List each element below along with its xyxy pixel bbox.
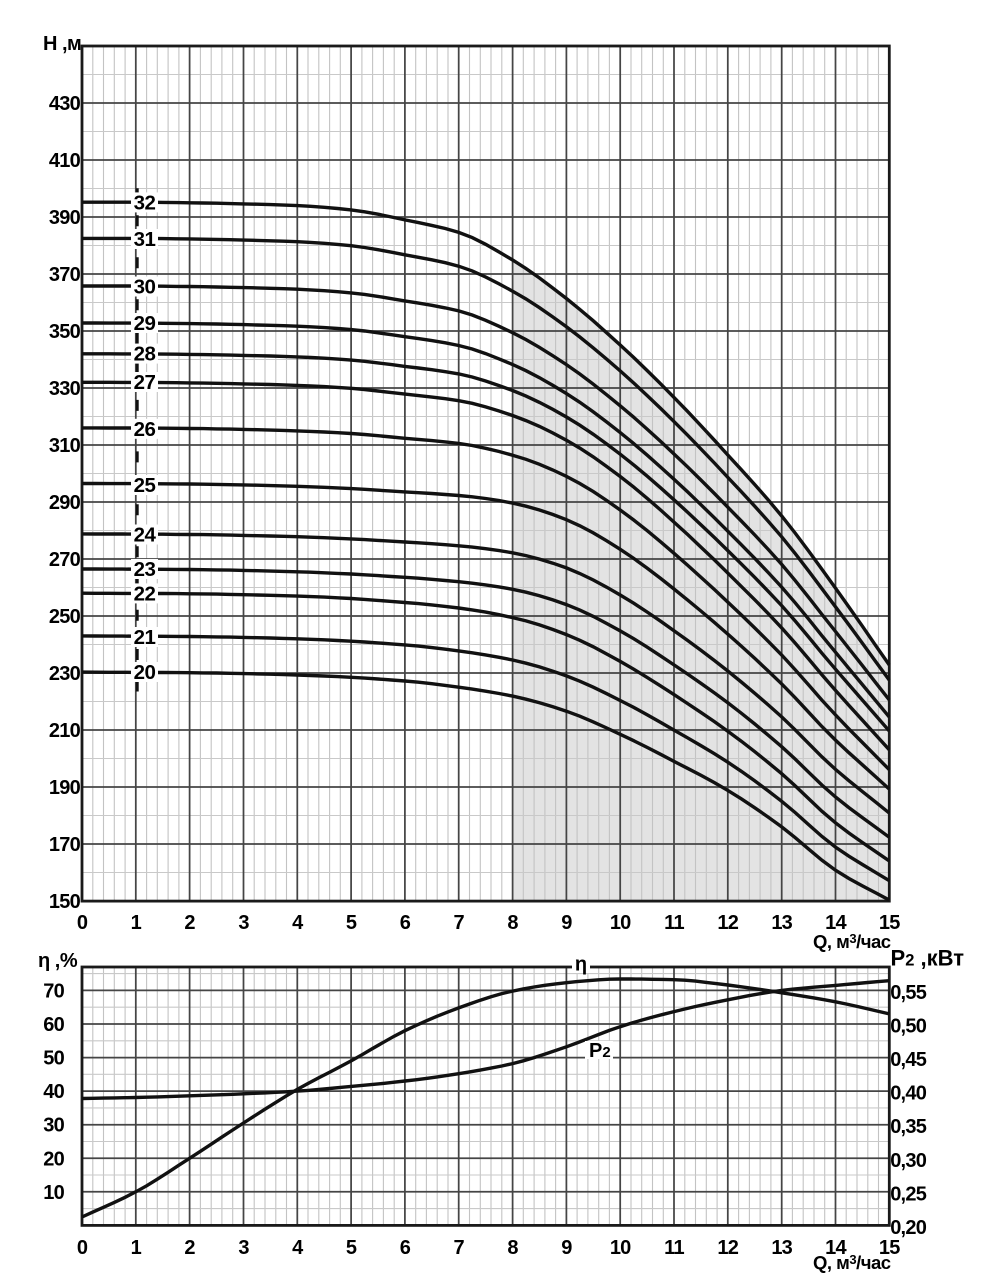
svg-text:25: 25	[134, 474, 156, 497]
svg-text:24: 24	[134, 524, 157, 547]
svg-text:50: 50	[43, 1048, 64, 1070]
svg-text:5: 5	[346, 912, 357, 934]
svg-text:11: 11	[664, 1237, 684, 1259]
svg-text:1: 1	[131, 1237, 142, 1259]
svg-text:8: 8	[507, 912, 518, 934]
svg-text:7: 7	[454, 1237, 465, 1259]
svg-text:0: 0	[77, 1237, 88, 1259]
svg-text:9: 9	[561, 1237, 572, 1259]
svg-text:60: 60	[43, 1014, 64, 1036]
svg-text:0,55: 0,55	[890, 982, 927, 1004]
svg-text:190: 190	[49, 777, 81, 799]
svg-text:330: 330	[49, 378, 81, 400]
svg-text:22: 22	[134, 582, 156, 605]
svg-text:0,25: 0,25	[890, 1183, 927, 1205]
svg-text:3: 3	[238, 912, 249, 934]
svg-text:2: 2	[184, 1237, 195, 1259]
svg-text:30: 30	[134, 276, 156, 299]
svg-text:13: 13	[771, 912, 792, 934]
svg-text:26: 26	[134, 418, 156, 441]
svg-text:8: 8	[507, 1237, 518, 1259]
svg-text:390: 390	[49, 207, 81, 229]
svg-text:Н ,м: Н ,м	[43, 33, 81, 55]
svg-text:9: 9	[561, 912, 572, 934]
svg-text:28: 28	[134, 343, 156, 366]
svg-text:7: 7	[454, 912, 465, 934]
svg-text:270: 270	[49, 549, 81, 571]
svg-text:0,40: 0,40	[890, 1083, 927, 1105]
svg-text:3: 3	[238, 1237, 249, 1259]
svg-text:21: 21	[134, 626, 156, 649]
svg-text:η ,%: η ,%	[38, 950, 78, 972]
svg-text:15: 15	[879, 912, 900, 934]
svg-text:32: 32	[134, 191, 156, 214]
svg-text:250: 250	[49, 606, 81, 628]
svg-text:6: 6	[400, 912, 411, 934]
svg-text:40: 40	[43, 1081, 64, 1103]
svg-text:0,20: 0,20	[890, 1217, 927, 1239]
svg-text:350: 350	[49, 321, 81, 343]
svg-text:70: 70	[43, 980, 64, 1002]
svg-text:31: 31	[134, 228, 156, 251]
svg-text:0,50: 0,50	[890, 1016, 927, 1038]
svg-text:20: 20	[134, 661, 156, 684]
svg-text:310: 310	[49, 435, 81, 457]
svg-text:0,35: 0,35	[890, 1116, 927, 1138]
svg-text:430: 430	[49, 93, 81, 115]
svg-text:0,45: 0,45	[890, 1049, 927, 1071]
svg-text:6: 6	[400, 1237, 411, 1259]
svg-text:0: 0	[77, 912, 88, 934]
svg-text:11: 11	[664, 912, 684, 934]
svg-text:P2 ,кВт: P2 ,кВт	[891, 946, 965, 971]
svg-text:Q, м3/час: Q, м3/час	[813, 1252, 891, 1273]
svg-text:1: 1	[131, 912, 142, 934]
svg-text:14: 14	[825, 1237, 847, 1259]
svg-text:29: 29	[134, 312, 156, 335]
svg-text:5: 5	[346, 1237, 357, 1259]
svg-text:27: 27	[134, 371, 156, 394]
svg-text:12: 12	[717, 1237, 738, 1259]
svg-text:23: 23	[134, 558, 156, 581]
svg-text:170: 170	[49, 834, 81, 856]
svg-text:0,30: 0,30	[890, 1150, 927, 1172]
svg-text:150: 150	[49, 891, 81, 913]
svg-text:20: 20	[43, 1148, 64, 1170]
svg-text:30: 30	[43, 1115, 64, 1137]
svg-text:10: 10	[610, 912, 631, 934]
svg-text:Q, м3/час: Q, м3/час	[813, 931, 891, 952]
svg-text:13: 13	[771, 1237, 792, 1259]
svg-text:η: η	[575, 954, 587, 976]
svg-text:2: 2	[184, 912, 195, 934]
svg-text:4: 4	[292, 912, 304, 934]
svg-text:14: 14	[825, 912, 847, 934]
svg-text:290: 290	[49, 492, 81, 514]
svg-text:P2: P2	[589, 1040, 611, 1062]
svg-text:210: 210	[49, 720, 81, 742]
svg-text:15: 15	[879, 1237, 900, 1259]
svg-text:10: 10	[43, 1182, 64, 1204]
svg-text:4: 4	[292, 1237, 304, 1259]
svg-text:12: 12	[717, 912, 738, 934]
svg-text:10: 10	[610, 1237, 631, 1259]
svg-text:230: 230	[49, 663, 81, 685]
svg-text:410: 410	[49, 150, 81, 172]
svg-text:370: 370	[49, 264, 81, 286]
